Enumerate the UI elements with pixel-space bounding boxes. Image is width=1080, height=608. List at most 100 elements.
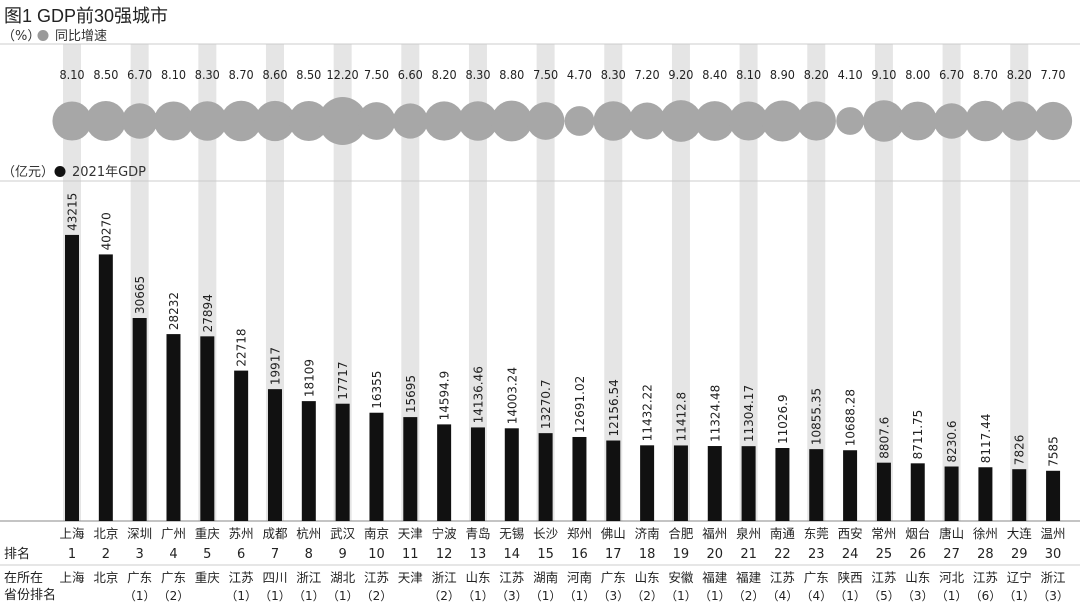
rank-label: 5	[203, 547, 211, 562]
province-label: 广东	[127, 570, 152, 585]
province-rank-label: （1）	[564, 589, 596, 603]
province-rank-label: （3）	[597, 589, 629, 603]
province-rank-label: （4）	[767, 589, 799, 603]
rank-label: 4	[169, 547, 177, 562]
gdp-value-label: 13270.7	[539, 380, 553, 430]
province-rank-label: （1）	[462, 589, 494, 603]
gdp-value-label: 30665	[133, 276, 147, 314]
growth-label: 4.70	[567, 67, 592, 82]
rank-label: 2	[102, 547, 110, 562]
city-labels: 上海 北京 深圳 广州 重庆 苏州 成都 杭州 武汉 南京 天津 宁波 青岛 无锡 长沙 郑州 佛山 济南 合肥 福州…	[59, 526, 1065, 541]
column-band	[739, 44, 758, 521]
gdp-bar	[843, 450, 858, 521]
growth-bubble	[121, 103, 158, 139]
province-rank-label: （2）	[361, 589, 393, 603]
province-rank-label: （1）	[259, 589, 291, 603]
province-rank-label: （1）	[225, 589, 257, 603]
growth-bubble	[52, 101, 92, 141]
province-label: 湖北	[330, 570, 356, 585]
gdp-bar	[606, 440, 621, 521]
gdp-value-label: 7585	[1047, 436, 1061, 467]
growth-label: 9.10	[871, 67, 896, 82]
province-label: 浙江	[432, 570, 457, 585]
column-band	[671, 44, 690, 521]
city-label: 长沙	[533, 526, 559, 541]
gdp-bar	[65, 234, 79, 522]
growth-label: 7.50	[364, 67, 389, 82]
growth-bubble	[898, 101, 938, 141]
rank-label: 8	[305, 547, 313, 562]
gdp-value-label: 7826	[1013, 435, 1027, 466]
growth-label: 12.20	[327, 67, 359, 82]
rank-label: 23	[808, 547, 825, 562]
gdp-value-label: 11432.22	[641, 384, 655, 441]
province-label: 四川	[262, 570, 287, 585]
growth-label: 7.50	[533, 67, 558, 82]
gdp-value-label: 17717	[336, 362, 350, 400]
growth-label: 4.10	[838, 67, 863, 82]
city-label: 常州	[871, 526, 896, 541]
province-rank-label: （1）	[665, 589, 697, 603]
province-label: 上海	[59, 570, 85, 585]
province-rank-label: （6）	[970, 589, 1002, 603]
province-label: 山东	[905, 570, 930, 585]
gdp-bar	[978, 467, 993, 521]
province-rank-label: （3）	[1037, 589, 1069, 603]
gdp-bar	[910, 463, 925, 521]
growth-label: 7.70	[1041, 67, 1066, 82]
gdp-value-label: 27894	[201, 294, 215, 332]
gdp-value-label: 8230.6	[945, 421, 959, 463]
province-label: 山东	[635, 570, 660, 585]
rank-label: 30	[1045, 547, 1062, 562]
province-label: 福建	[736, 570, 762, 585]
growth-bubble	[318, 97, 367, 145]
growth-label: 8.50	[93, 67, 118, 82]
growth-label: 9.20	[668, 67, 693, 82]
city-label: 成都	[262, 526, 288, 541]
rank-labels: 1 2 3 4 5 6 7 8 9 10 11 12 13 14 15 16 17 18 19 20 21 22 23 24 2…	[68, 547, 1061, 562]
city-label: 郑州	[567, 526, 592, 541]
growth-bubble	[999, 101, 1039, 141]
city-label: 烟台	[905, 526, 930, 541]
row-label-province-1: 在所在	[4, 571, 43, 586]
gdp-bar	[673, 445, 688, 521]
growth-bubble	[491, 100, 533, 142]
city-label: 唐山	[939, 526, 964, 541]
gdp-value-label: 8711.75	[911, 410, 925, 460]
gdp-value-label: 12156.54	[607, 379, 621, 436]
rank-label: 7	[271, 547, 279, 562]
growth-bubble	[761, 100, 803, 142]
growth-label: 8.50	[296, 67, 321, 82]
chart-title: 图1 GDP前30强城市	[4, 6, 168, 26]
gdp-value-label: 10855.35	[810, 388, 824, 445]
province-rank-label: （1）	[327, 589, 359, 603]
city-label: 重庆	[195, 526, 221, 541]
growth-bubble	[458, 101, 498, 141]
growth-label: 6.70	[127, 67, 152, 82]
province-rank-label: （2）	[158, 589, 190, 603]
growth-bubble	[593, 101, 634, 141]
rank-label: 22	[774, 547, 791, 562]
growth-label: 8.90	[770, 67, 795, 82]
growth-label: 8.30	[195, 67, 220, 82]
province-label: 福建	[702, 570, 728, 585]
gdp-bar	[234, 370, 249, 521]
province-label: 河南	[567, 570, 592, 585]
province-rank-label: （2）	[631, 589, 663, 603]
province-rank-label: （1）	[124, 589, 156, 603]
gdp-bar	[437, 424, 452, 521]
rank-label: 20	[706, 547, 723, 562]
province-label: 安徽	[668, 570, 694, 585]
growth-label: 8.20	[804, 67, 829, 82]
province-label: 广东	[804, 570, 829, 585]
province-label: 江苏	[770, 570, 795, 585]
rank-label: 29	[1011, 547, 1028, 562]
city-label: 南京	[364, 526, 389, 541]
gdp-bar	[132, 318, 147, 521]
province-rank-label: （4）	[800, 589, 832, 603]
growth-labels: 8.10 8.50 6.70 8.10 8.30 8.70 8.60 8.50 12.20 7.5…	[59, 67, 1065, 82]
province-label: 北京	[93, 570, 118, 585]
gdp-value-label: 14003.24	[505, 367, 519, 424]
gdp-bar	[267, 389, 282, 521]
column-band	[333, 44, 352, 521]
